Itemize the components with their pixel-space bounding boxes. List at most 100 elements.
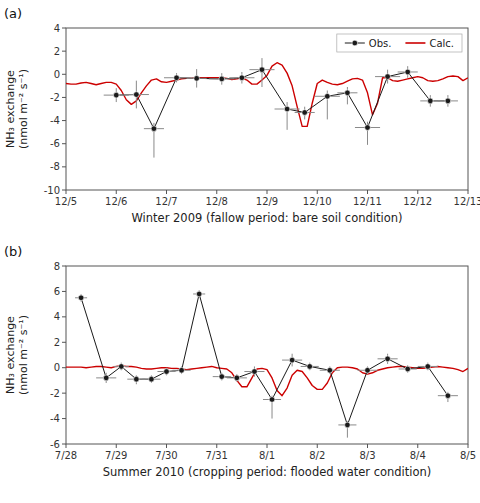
legend-frame [337,34,462,52]
y-tick [62,97,66,98]
x-tick-label: 12/9 [256,196,278,207]
legend-marker [352,40,358,46]
data-point [78,295,84,301]
y-tick [62,120,66,121]
y-tick-label: 2 [54,46,60,57]
y-axis-label: (nmol m⁻² s⁻¹) [17,315,30,395]
y-axis-label: NH₃ exchange [4,316,17,394]
data-point [425,364,431,370]
data-point [365,367,371,373]
y-tick-label: 2 [54,337,60,348]
x-tick-label: 12/6 [105,196,127,207]
data-point [219,76,225,82]
legend-label: Calc. [429,38,454,49]
y-tick-label: 8 [54,261,60,272]
plot-frame [66,28,468,190]
x-tick-label: 12/10 [303,196,332,207]
x-tick [166,444,167,448]
series-line [116,70,448,129]
x-tick [66,444,67,448]
y-tick [62,266,66,267]
y-tick-label: 0 [54,362,60,373]
data-point [385,74,391,80]
data-point [405,366,411,372]
y-tick [62,51,66,52]
x-tick [216,190,217,194]
data-point [134,376,140,382]
data-point [164,369,170,375]
data-point [325,93,331,99]
x-tick-label: 8/5 [460,450,476,461]
y-tick [62,316,66,317]
data-point [174,75,180,81]
panel-label: (a) [4,6,22,21]
data-point [151,126,157,132]
y-tick [62,143,66,144]
y-tick [62,418,66,419]
x-tick [267,190,268,194]
data-point [405,69,411,75]
data-point [365,125,371,131]
y-tick-label: -10 [44,185,60,196]
x-tick [367,190,368,194]
y-axis-label: NH₃ exchange [4,70,17,148]
x-tick [216,444,217,448]
x-tick-label: 12/12 [403,196,432,207]
x-tick [317,444,318,448]
legend-item: Obs. [345,38,392,49]
x-tick-label: 12/7 [155,196,177,207]
x-tick [116,444,117,448]
x-tick [367,444,368,448]
x-tick [166,190,167,194]
x-tick-label: 7/29 [105,450,127,461]
x-tick [317,190,318,194]
y-tick-label: -4 [50,413,60,424]
x-tick-label: 7/28 [55,450,77,461]
x-axis-label: Summer 2010 (cropping period: flooded wa… [103,465,432,479]
x-tick [417,444,418,448]
legend-label: Obs. [369,38,392,49]
data-point [307,364,313,370]
y-tick-label: 6 [54,286,60,297]
y-tick [62,190,66,191]
data-point [113,92,119,98]
legend: Obs. Calc. [337,34,462,52]
x-tick [66,190,67,194]
x-tick-label: 12/13 [454,196,480,207]
data-point [118,364,124,370]
data-point [327,367,333,373]
y-tick-label: -6 [50,138,60,149]
x-tick-label: 8/3 [359,450,375,461]
x-tick-label: 12/8 [206,196,228,207]
data-point [345,90,351,96]
y-tick [62,367,66,368]
data-point [269,397,275,403]
data-point [219,374,225,380]
panel: -10-8-6-4-202412/512/612/712/812/912/101… [4,6,480,225]
data-point [445,98,451,104]
plot-area [66,58,468,158]
y-tick [62,444,66,445]
x-tick-label: 12/5 [55,196,77,207]
x-tick-label: 7/31 [206,450,228,461]
y-tick-label: 4 [54,23,60,34]
y-tick-label: 0 [54,69,60,80]
x-tick-label: 8/4 [410,450,426,461]
data-point [196,291,202,297]
legend-item: Calc. [405,38,454,49]
y-tick-label: -2 [50,92,60,103]
x-tick [116,190,117,194]
x-tick-label: 8/2 [309,450,325,461]
legend-swatch [405,42,425,44]
data-point [103,375,109,381]
series [104,58,458,158]
panel-label: (b) [4,244,22,259]
data-point [284,106,290,112]
x-tick [468,444,469,448]
data-point [345,422,351,428]
plot-area [66,290,468,437]
data-point [445,393,451,399]
data-point [234,375,240,381]
x-tick-label: 8/1 [259,450,275,461]
data-point [385,356,391,362]
